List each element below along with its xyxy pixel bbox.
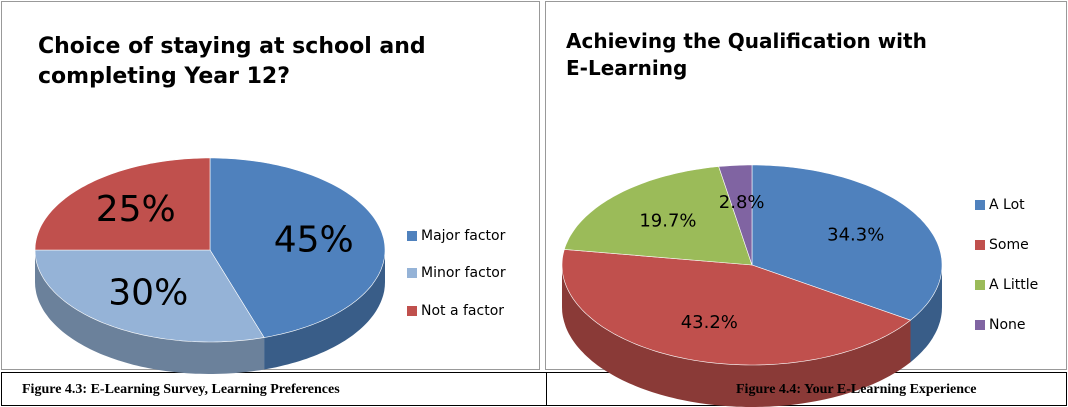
legend-swatch	[975, 280, 985, 290]
legend-swatch	[407, 268, 417, 278]
data-label: 30%	[108, 273, 188, 314]
data-label: 43.2%	[681, 312, 738, 333]
slice	[718, 164, 753, 266]
legend-label: None	[989, 317, 1026, 333]
data-label: 2.8%	[719, 192, 765, 213]
slice	[209, 157, 386, 338]
slice	[563, 166, 753, 266]
data-label: 19.7%	[639, 211, 696, 232]
data-label: 45%	[274, 219, 354, 260]
slice-side	[910, 265, 942, 363]
slice	[561, 249, 912, 366]
slice-side	[35, 250, 265, 374]
data-label: 34.3%	[827, 225, 884, 246]
legend-swatch	[407, 231, 417, 241]
slice	[34, 249, 265, 343]
legend-swatch	[975, 240, 985, 250]
legend-label: Minor factor	[421, 265, 506, 281]
legend-label: Not a factor	[421, 303, 504, 319]
chart-title: Achieving the Qualification with E-Learn…	[566, 29, 927, 80]
slice-side	[562, 265, 911, 407]
caption: Figure 4.4: Your E-Learning Experience	[736, 382, 977, 397]
data-label: 25%	[96, 189, 176, 230]
legend-label: A Lot	[989, 197, 1025, 213]
panel-border	[1, 1, 540, 370]
caption: Figure 4.3: E-Learning Survey, Learning …	[22, 382, 340, 397]
legend-swatch	[975, 200, 985, 210]
legend-label: Major factor	[421, 228, 506, 244]
slice-side	[264, 250, 385, 370]
chart-title: Choice of staying at school and completi…	[38, 34, 426, 89]
legend-label: A Little	[989, 277, 1038, 293]
legend-label: Some	[989, 237, 1029, 253]
legend-swatch	[975, 320, 985, 330]
legend-swatch	[407, 306, 417, 316]
slice	[34, 157, 211, 251]
